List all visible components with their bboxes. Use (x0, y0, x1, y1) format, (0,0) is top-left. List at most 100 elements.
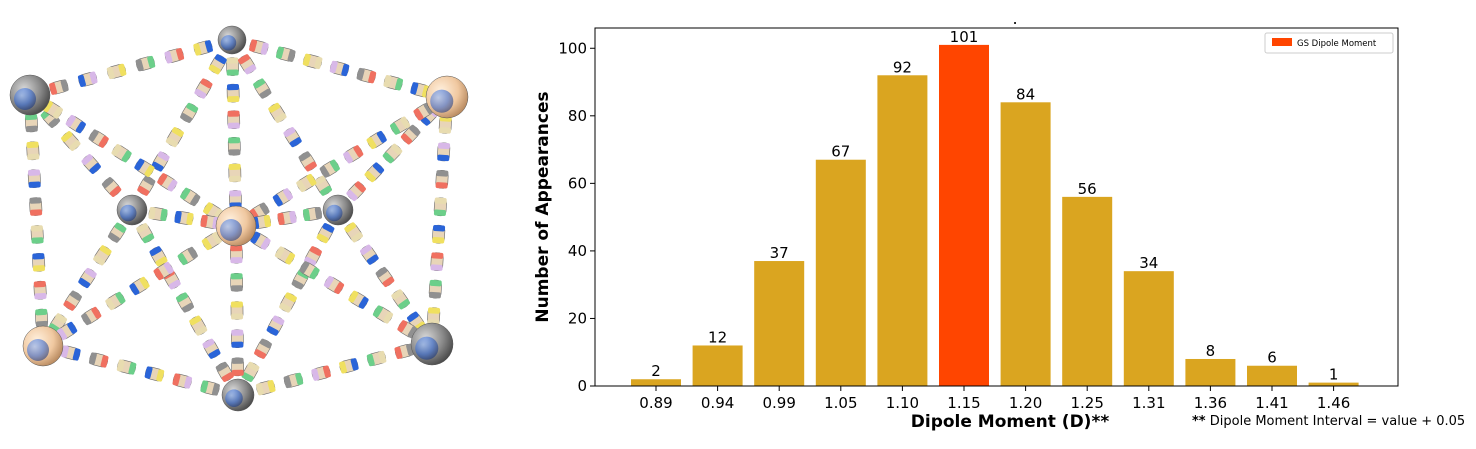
bond-segment (194, 78, 213, 99)
bond-segment (364, 162, 385, 183)
x-tick-label: 1.36 (1194, 394, 1227, 412)
bond-segment (274, 246, 296, 265)
bond-segment (57, 321, 78, 341)
x-axis-ticks: 0.89 0.94 0.99 1.05 1.10 1.15 1.20 1.25 1.31 1.36… (639, 386, 1350, 412)
x-tick-label: 1.25 (1070, 394, 1103, 412)
bond-segment (200, 380, 220, 396)
bond-segment (413, 102, 434, 121)
bond-segment (176, 292, 194, 313)
bond-segment (383, 75, 404, 91)
bond-segment (346, 181, 366, 201)
x-tick-label: 1.46 (1317, 394, 1350, 412)
bond-segment (394, 343, 415, 359)
bond-segment (266, 315, 285, 336)
bond-segment (153, 261, 174, 281)
x-tick-label: 1.15 (947, 394, 980, 412)
interval-note: ** Dipole Moment Interval = value + 0.05 (1192, 414, 1465, 429)
bond-segment (215, 361, 234, 382)
bond-segment (49, 79, 69, 95)
bar-value-label: 6 (1267, 349, 1277, 367)
bond-segment (61, 345, 81, 361)
bond-segment (81, 306, 102, 326)
bond-segment (165, 127, 184, 148)
molecule-image (9, 25, 469, 412)
bar-1.31 (1123, 271, 1174, 386)
bond-segment (61, 131, 81, 151)
bond-segment (88, 352, 109, 368)
atom-lower-right (410, 322, 454, 366)
bond-segment (313, 175, 332, 196)
bar-value-label: 2 (651, 362, 661, 380)
bond-segment (88, 129, 109, 148)
bars-group (631, 44, 1359, 387)
molecule-atoms (9, 25, 469, 412)
bond-segment (135, 55, 156, 72)
bond-segment (372, 305, 394, 324)
bar-chart: . 2 12 37 67 92 101 84 56 34 8 6 1 0 20 40 60 80 100 0.8… (533, 9, 1399, 432)
note-prefix: ** (1192, 414, 1206, 429)
legend-swatch (1272, 38, 1292, 46)
bar-value-label: 56 (1078, 180, 1097, 198)
bond-segment (366, 350, 387, 367)
bond-segment (157, 173, 178, 192)
bond-segment (33, 280, 47, 300)
bond-segment (397, 320, 418, 339)
bond-segment (296, 173, 317, 193)
legend-box (1264, 32, 1394, 54)
bond-segment (241, 361, 260, 382)
bond-segment (81, 154, 101, 174)
y-axis-ticks: 0 20 40 60 80 100 (558, 39, 595, 395)
bar-1.46 (1308, 382, 1359, 386)
bond-segment (238, 54, 257, 75)
bond-segment (177, 246, 198, 266)
x-tick-label: 1.31 (1132, 394, 1165, 412)
bar-1.41 (1247, 365, 1297, 386)
x-tick-label: 0.89 (639, 394, 672, 412)
bond-segment (63, 290, 82, 311)
atom-upper-right (425, 75, 469, 119)
bond-segment (311, 365, 331, 381)
bond-segment (106, 63, 127, 80)
bond-segment (137, 175, 156, 196)
bond-segment (400, 124, 421, 145)
bond-segment (129, 276, 150, 296)
bond-segment (356, 67, 377, 84)
bar-value-label: 8 (1206, 342, 1216, 360)
bond-segment (105, 291, 126, 311)
bond-segment (329, 60, 350, 77)
bar-1.25 (1062, 196, 1113, 386)
bond-segment (202, 338, 221, 359)
atom-lower-left (22, 325, 64, 367)
bond-segment (253, 78, 272, 99)
bond-segment (149, 246, 168, 267)
bond-segment (226, 57, 239, 76)
bond-segment (189, 315, 208, 336)
bond-segment (42, 100, 63, 119)
bond-segment (208, 54, 227, 75)
bond-segment (227, 136, 241, 156)
y-tick-label: 40 (568, 242, 587, 260)
bond-segment (101, 177, 122, 197)
bond-segment (93, 245, 112, 266)
legend: GS Dipole Moment (1264, 32, 1394, 54)
bond-segment (27, 169, 41, 189)
x-tick-label: 0.94 (701, 394, 734, 412)
bond-segment (343, 145, 364, 164)
bond-segment (390, 116, 411, 135)
atom-upper-left (9, 74, 51, 116)
bond-segment (304, 246, 322, 267)
atom-bottom (221, 378, 255, 412)
atom-mid-right (322, 194, 354, 226)
chart-title: . (1012, 9, 1017, 28)
bar-0.99 (754, 261, 805, 386)
bond-segment (180, 102, 199, 123)
bar-value-label: 67 (831, 143, 850, 161)
bond-segment (302, 53, 323, 70)
bond-segment (148, 206, 168, 222)
x-axis-label: Dipole Moment (D)** (911, 412, 1110, 432)
bond-segment (299, 261, 320, 280)
bond-segment (272, 188, 293, 207)
bar-value-label: 101 (950, 28, 979, 46)
bond-segment (432, 224, 446, 244)
bond-segment (144, 366, 165, 382)
